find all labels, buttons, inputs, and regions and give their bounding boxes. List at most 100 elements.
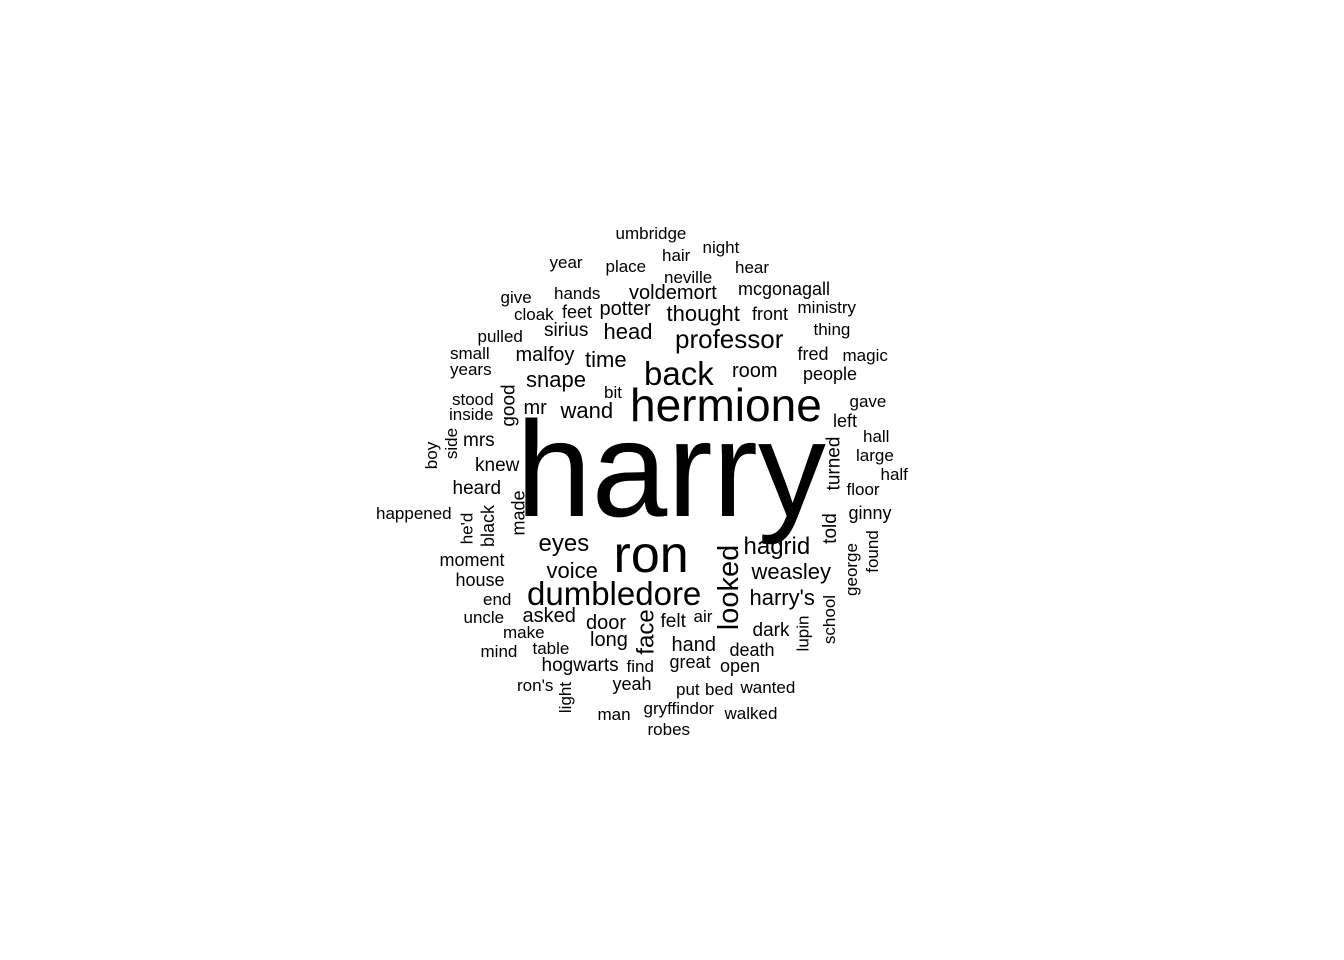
word-magic: magic <box>842 345 888 365</box>
word-neville: neville <box>664 267 713 287</box>
word-time: time <box>585 347 627 372</box>
word-bit: bit <box>604 382 622 402</box>
word-sirius: sirius <box>544 319 589 341</box>
word-end: end <box>483 589 512 609</box>
word-small: small <box>450 343 490 363</box>
word-inside: inside <box>449 404 494 424</box>
word-give: give <box>500 287 532 307</box>
word-place: place <box>605 256 647 276</box>
word-wanted: wanted <box>740 677 796 697</box>
word-potter: potter <box>599 298 651 320</box>
word-head: head <box>603 319 653 344</box>
word-back: back <box>644 354 714 392</box>
word-voice: voice <box>546 558 598 583</box>
word-good: good <box>498 383 520 427</box>
word-yeah: yeah <box>612 674 652 694</box>
word-harry: harry <box>516 393 826 545</box>
word-mcgonagall: mcgonagall <box>738 279 831 299</box>
word-open: open <box>720 656 761 676</box>
word-face: face <box>632 609 660 655</box>
word-bed: bed <box>705 679 734 699</box>
word-room: room <box>732 360 778 382</box>
word-long: long <box>590 629 628 651</box>
word-years: years <box>450 359 492 379</box>
word-death: death <box>729 640 775 660</box>
word-hermione: hermione <box>630 379 822 431</box>
word-harry-s: harry's <box>749 585 815 610</box>
word-cloak: cloak <box>514 304 554 324</box>
word-feet: feet <box>562 302 593 322</box>
word-hear: hear <box>735 257 770 277</box>
word-he-d: he'd <box>457 512 477 544</box>
word-felt: felt <box>660 610 686 632</box>
word-side: side <box>441 427 461 459</box>
word-front: front <box>752 304 789 324</box>
word-weasley: weasley <box>751 559 831 584</box>
word-stood: stood <box>452 389 494 409</box>
word-told: told <box>819 512 841 544</box>
word-thing: thing <box>813 319 851 339</box>
word-made: made <box>508 490 529 536</box>
word-hogwarts: hogwarts <box>541 654 619 676</box>
word-dumbledore: dumbledore <box>527 574 702 612</box>
word-man: man <box>597 704 631 724</box>
word-snape: snape <box>526 367 586 392</box>
word-floor: floor <box>846 479 880 499</box>
word-large: large <box>856 445 894 465</box>
word-wand: wand <box>560 398 614 423</box>
word-hands: hands <box>554 283 601 303</box>
word-thought: thought <box>666 301 740 326</box>
word-house: house <box>455 570 505 590</box>
word-found: found <box>862 529 882 573</box>
word-year: year <box>549 252 583 272</box>
word-mrs: mrs <box>463 429 495 451</box>
word-table: table <box>532 638 570 658</box>
word-door: door <box>586 612 627 634</box>
word-moment: moment <box>439 550 505 570</box>
word-dark: dark <box>752 619 790 641</box>
word-light: light <box>555 681 575 713</box>
word-night: night <box>702 237 740 257</box>
word-voldemort: voldemort <box>629 282 717 304</box>
word-turned: turned <box>823 436 845 490</box>
word-george: george <box>841 542 861 596</box>
word-boy: boy <box>421 441 441 469</box>
word-gave: gave <box>849 391 887 411</box>
word-professor: professor <box>675 324 784 354</box>
word-malfoy: malfoy <box>515 344 575 366</box>
word-hair: hair <box>662 245 691 265</box>
word-ron: ron <box>613 526 689 584</box>
word-hand: hand <box>671 634 717 656</box>
word-eyes: eyes <box>538 530 590 557</box>
word-great: great <box>669 652 711 672</box>
word-robes: robes <box>647 719 691 739</box>
word-air: air <box>693 606 713 626</box>
word-looked: looked <box>712 544 745 630</box>
word-asked: asked <box>522 605 576 627</box>
word-hall: hall <box>863 426 890 446</box>
word-umbridge: umbridge <box>615 223 687 243</box>
word-gryffindor: gryffindor <box>643 698 715 718</box>
word-put: put <box>676 679 700 699</box>
word-mr: mr <box>523 397 547 419</box>
word-half: half <box>880 464 908 484</box>
word-ron-s: ron's <box>517 675 554 695</box>
word-heard: heard <box>452 477 502 499</box>
word-mind: mind <box>480 641 518 661</box>
word-make: make <box>503 622 545 642</box>
word-people: people <box>803 364 858 384</box>
word-find: find <box>626 656 654 676</box>
word-fred: fred <box>797 344 829 364</box>
word-pulled: pulled <box>477 326 523 346</box>
word-black: black <box>478 504 499 548</box>
word-school: school <box>819 594 839 644</box>
word-ministry: ministry <box>797 297 857 317</box>
word-ginny: ginny <box>848 503 892 523</box>
word-left: left <box>833 411 858 431</box>
word-uncle: uncle <box>463 607 505 627</box>
word-walked: walked <box>724 703 778 723</box>
word-knew: knew <box>475 454 520 476</box>
word-lupin: lupin <box>793 615 813 651</box>
word-hagrid: hagrid <box>743 533 811 560</box>
